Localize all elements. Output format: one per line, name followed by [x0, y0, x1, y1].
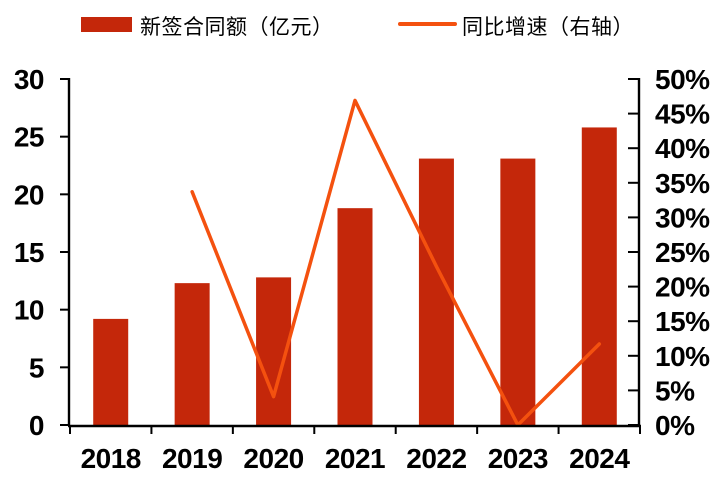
legend-line-label: 同比增速（右轴）: [462, 16, 634, 39]
left-axis-tick-label: 25: [14, 122, 44, 153]
chart-legend: 新签合同额（亿元） 同比增速（右轴）: [0, 0, 719, 44]
x-axis-category-label: 2020: [243, 443, 303, 474]
x-axis-category-label: 2018: [81, 443, 141, 474]
right-axis-tick-label: 5%: [655, 375, 695, 406]
left-axis-tick-label: 15: [14, 237, 44, 268]
legend-line-swatch-icon: [398, 22, 457, 26]
x-axis-category-label: 2023: [488, 443, 548, 474]
right-axis-tick-label: 30%: [655, 202, 710, 233]
right-axis-tick-label: 40%: [655, 133, 710, 164]
bar-2021: [337, 208, 373, 425]
left-axis-tick-label: 0: [29, 410, 44, 441]
legend-bar-swatch-icon: [81, 17, 132, 32]
right-axis-tick-label: 15%: [655, 306, 710, 337]
x-axis-category-label: 2021: [325, 443, 385, 474]
bar-2024: [581, 127, 617, 425]
x-axis-category-label: 2024: [569, 443, 630, 474]
right-axis-tick-label: 10%: [655, 341, 710, 372]
left-axis-tick-label: 20: [14, 179, 44, 210]
bar-2018: [93, 318, 129, 425]
left-axis-tick-label: 30: [14, 64, 44, 95]
right-axis-tick-label: 45%: [655, 99, 710, 130]
right-axis-tick-label: 35%: [655, 168, 710, 199]
bar-2019: [174, 283, 210, 425]
right-axis-tick-label: 0%: [655, 410, 695, 441]
left-axis-tick-label: 5: [29, 352, 44, 383]
right-axis-tick-label: 50%: [655, 64, 710, 95]
right-axis-tick-label: 20%: [655, 272, 710, 303]
x-axis-category-label: 2019: [162, 443, 222, 474]
bar-2023: [500, 158, 536, 425]
legend-bar-label: 新签合同额（亿元）: [140, 16, 334, 39]
right-axis-tick-label: 25%: [655, 237, 710, 268]
growth-line: [190, 98, 602, 427]
left-axis-tick-label: 10: [14, 295, 44, 326]
x-axis-category-label: 2022: [406, 443, 466, 474]
